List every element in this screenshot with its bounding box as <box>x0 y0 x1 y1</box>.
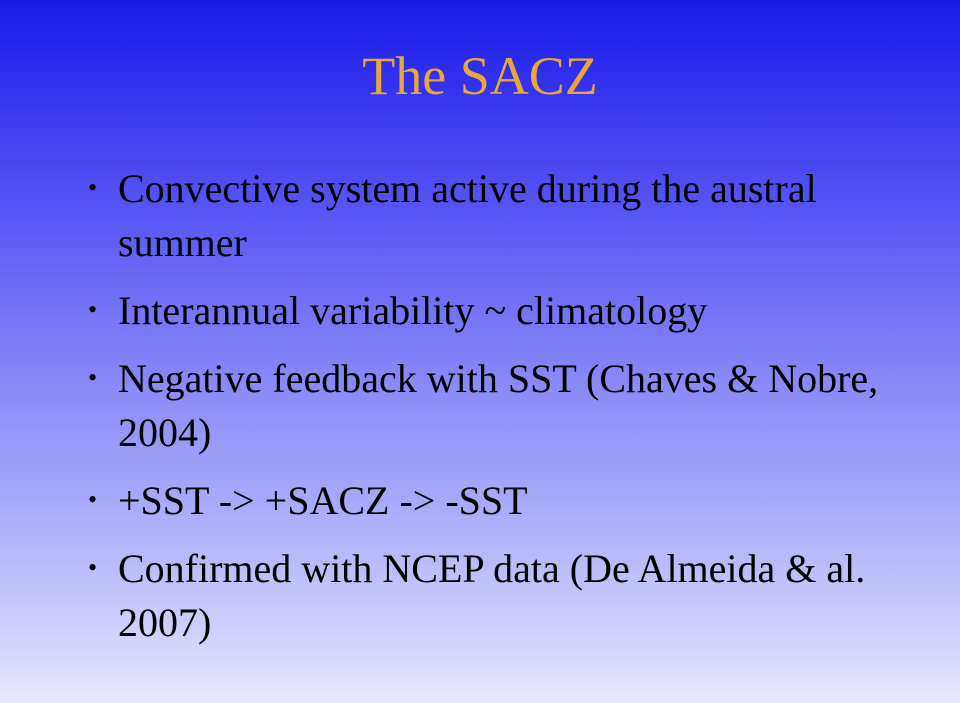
list-item: • Convective system active during the au… <box>88 162 900 270</box>
list-item: • +SST -> +SACZ -> -SST <box>88 474 900 528</box>
bullet-dot-icon: • <box>88 542 118 594</box>
bullet-dot-icon: • <box>88 284 118 336</box>
bullet-dot-icon: • <box>88 162 118 214</box>
bullet-text: +SST -> +SACZ -> -SST <box>118 474 900 528</box>
slide-title: The SACZ <box>0 45 960 107</box>
bullet-dot-icon: • <box>88 474 118 526</box>
bullet-text: Confirmed with NCEP data (De Almeida & a… <box>118 542 900 650</box>
bullet-text: Interannual variability ~ climatology <box>118 284 900 338</box>
bullet-text: Convective system active during the aust… <box>118 162 900 270</box>
bullet-text: Negative feedback with SST (Chaves & Nob… <box>118 352 900 460</box>
bullet-list: • Convective system active during the au… <box>0 162 960 650</box>
list-item: • Interannual variability ~ climatology <box>88 284 900 338</box>
slide: The SACZ • Convective system active duri… <box>0 0 960 703</box>
bullet-dot-icon: • <box>88 352 118 404</box>
list-item: • Negative feedback with SST (Chaves & N… <box>88 352 900 460</box>
list-item: • Confirmed with NCEP data (De Almeida &… <box>88 542 900 650</box>
